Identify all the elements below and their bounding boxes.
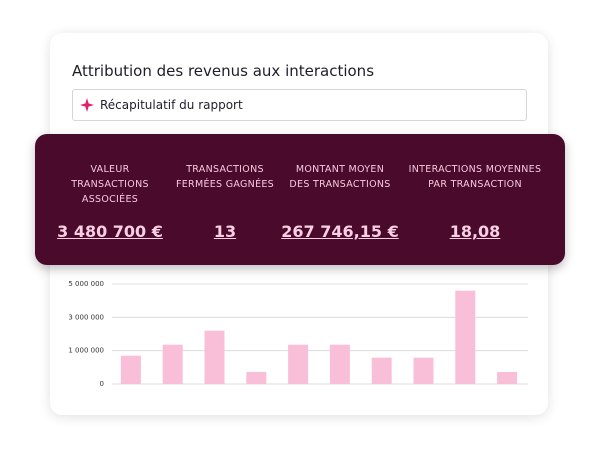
kpi-value[interactable]: 267 746,15 €: [281, 222, 399, 241]
kpi: TRANSACTIONS FERMÉES GAGNÉES 13: [155, 162, 295, 241]
y-tick-label: 3 000 000: [68, 313, 104, 321]
bar: [288, 344, 309, 384]
y-tick-label: 1 000 000: [68, 347, 104, 355]
kpi-label: TRANSACTIONS FERMÉES GAGNÉES: [175, 164, 274, 190]
kpi-panel: VALEUR TRANSACTIONS ASSOCIÉES 3 480 700 €…: [35, 134, 565, 265]
bar: [497, 372, 518, 384]
kpi-value[interactable]: 3 480 700 €: [57, 222, 163, 241]
bar: [413, 357, 434, 384]
bar: [329, 344, 350, 384]
sparkle-icon: [80, 98, 94, 112]
kpi-label: INTERACTIONS MOYENNES PAR TRANSACTION: [408, 164, 542, 190]
bar: [204, 330, 225, 384]
bar: [371, 357, 392, 384]
kpi-value[interactable]: 13: [213, 222, 237, 241]
summary-box[interactable]: Récapitulatif du rapport: [72, 89, 527, 121]
bar: [162, 344, 183, 384]
bar: [246, 372, 267, 384]
kpi-value[interactable]: 18,08: [449, 222, 501, 241]
title: Attribution des revenus aux interactions: [72, 62, 375, 80]
bar: [120, 355, 141, 384]
bar: [455, 290, 476, 384]
kpi: MONTANT MOYEN DES TRANSACTIONS 267 746,15…: [270, 162, 410, 241]
y-tick-label: 0: [100, 380, 104, 388]
kpi: VALEUR TRANSACTIONS ASSOCIÉES 3 480 700 €: [40, 162, 180, 241]
kpi-label: VALEUR TRANSACTIONS ASSOCIÉES: [71, 164, 149, 205]
kpi: INTERACTIONS MOYENNES PAR TRANSACTION 18,…: [405, 162, 545, 241]
summary-label: Récapitulatif du rapport: [100, 98, 243, 112]
kpi-label: MONTANT MOYEN DES TRANSACTIONS: [289, 164, 391, 190]
y-tick-label: 5 000 000: [68, 280, 104, 288]
